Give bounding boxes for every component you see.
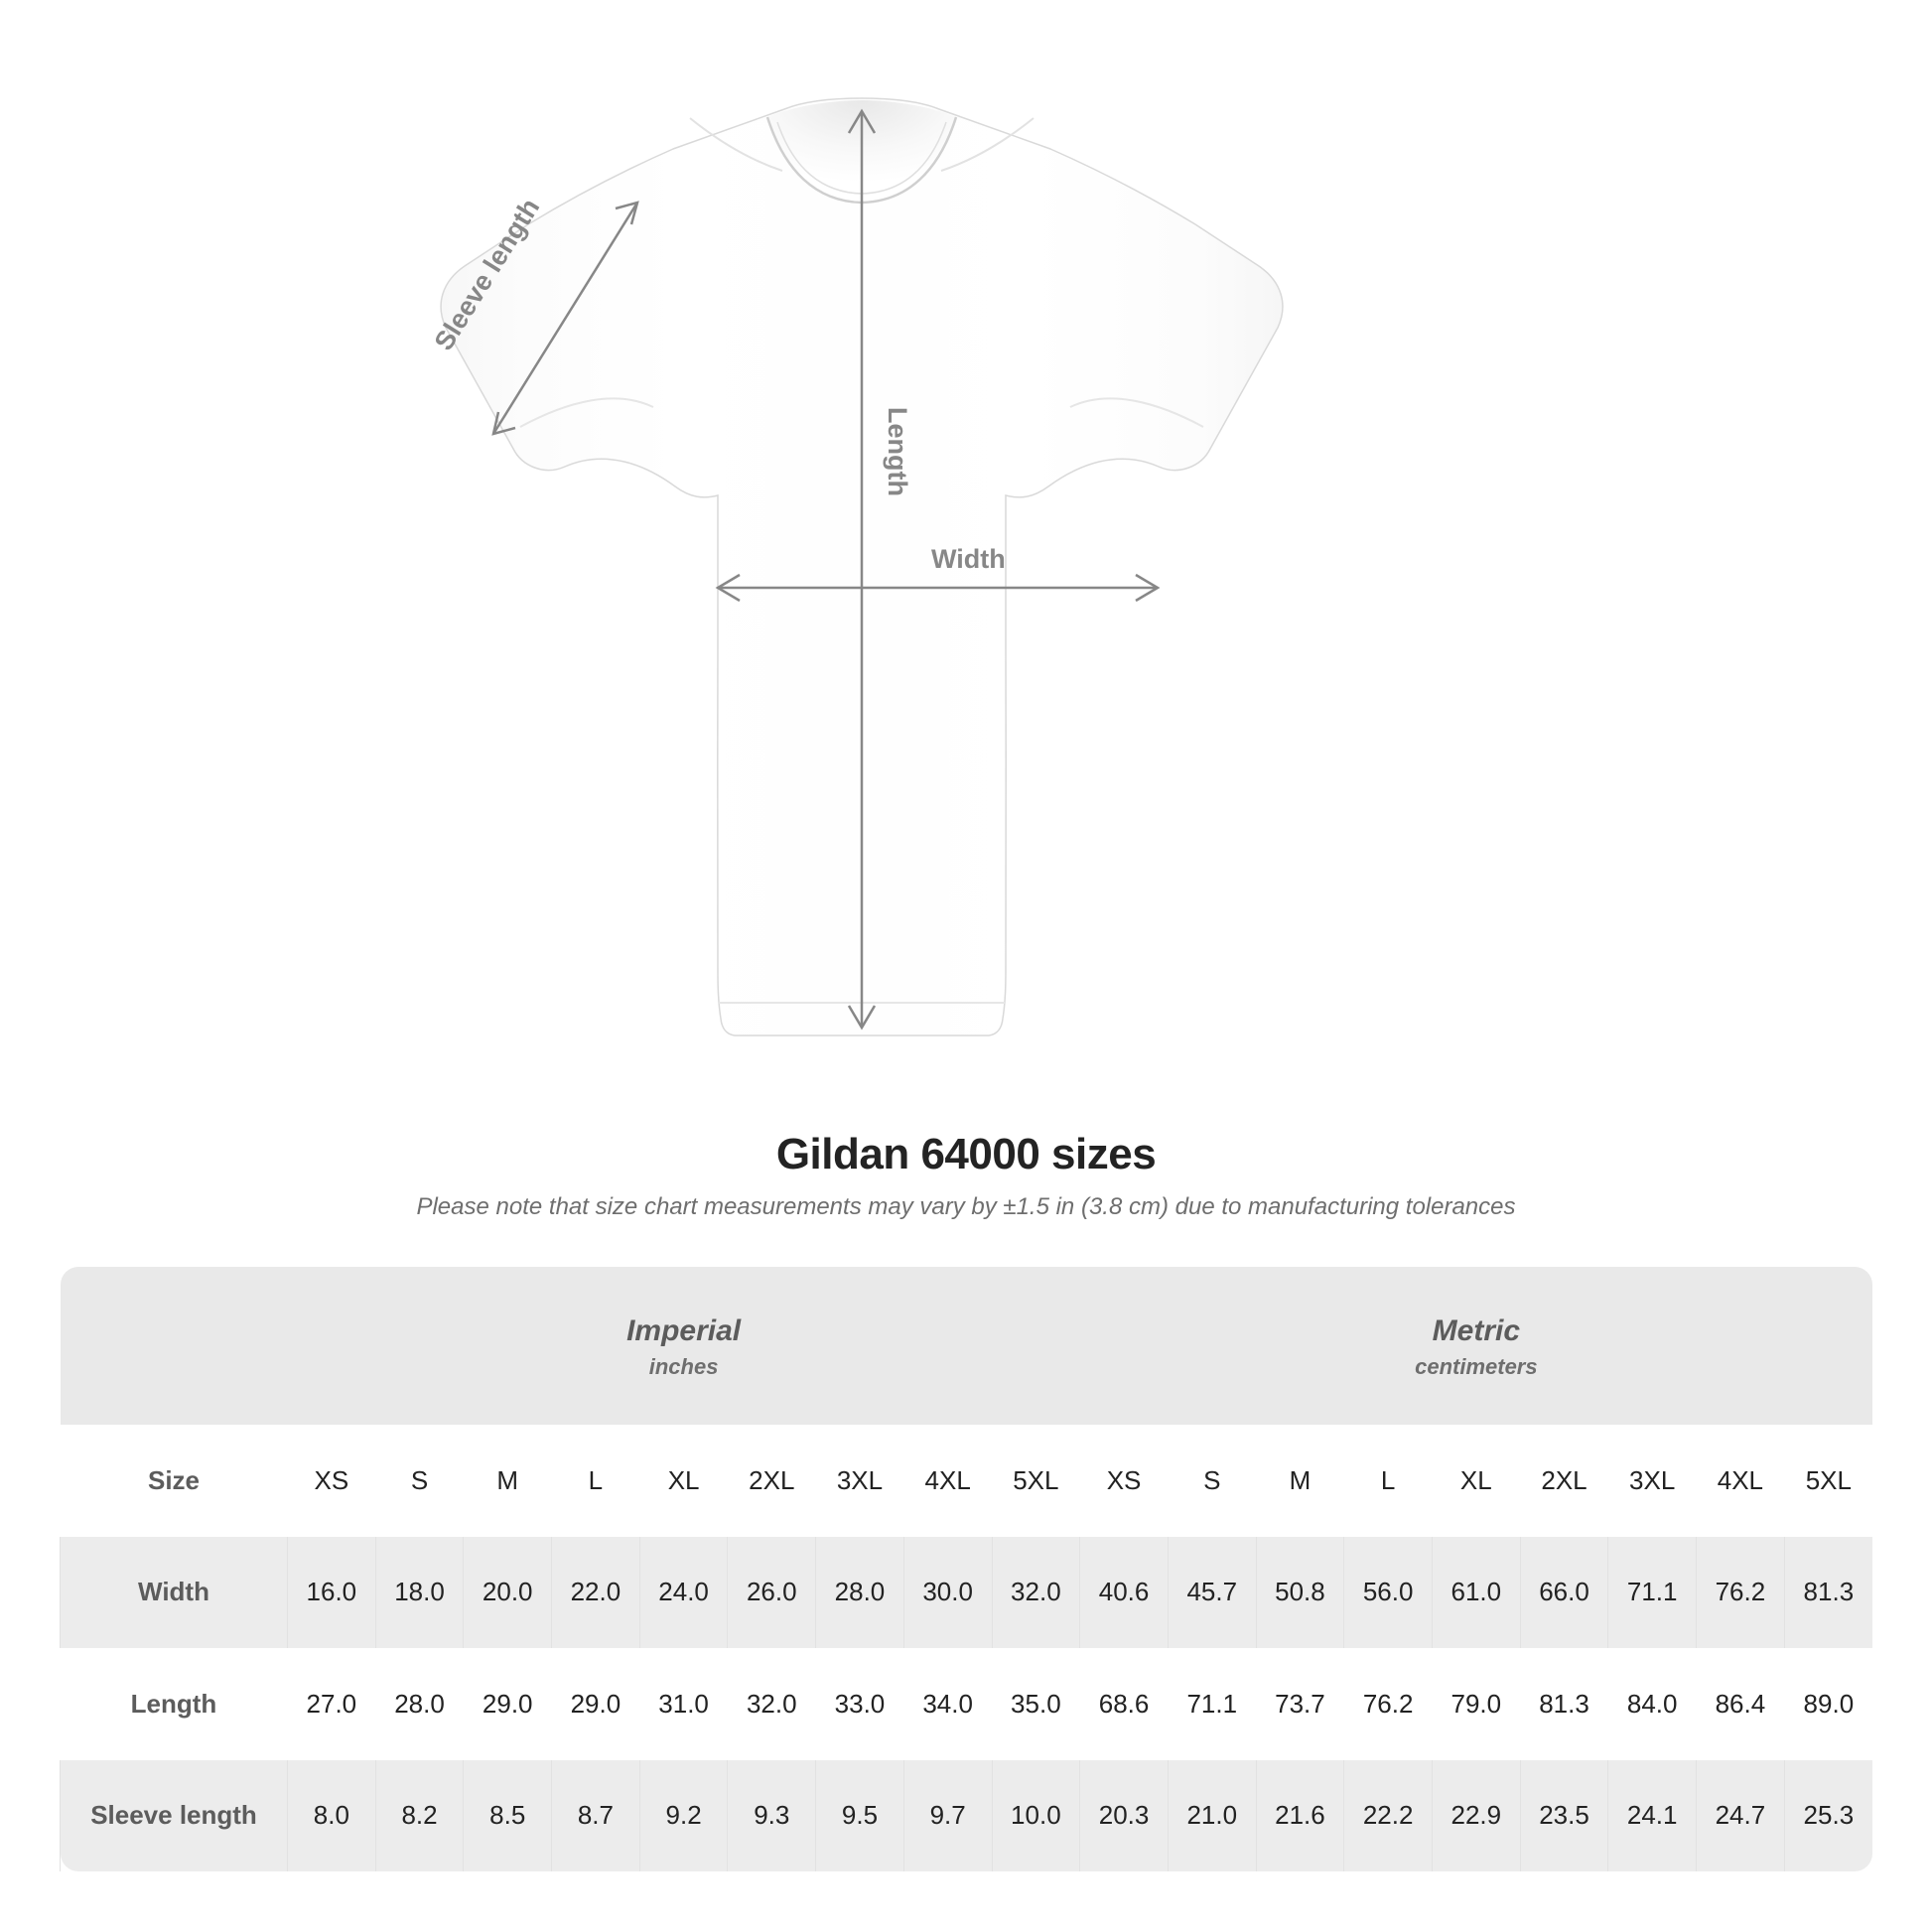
svg-text:Width: Width <box>931 544 1006 574</box>
svg-text:Length: Length <box>883 407 912 496</box>
